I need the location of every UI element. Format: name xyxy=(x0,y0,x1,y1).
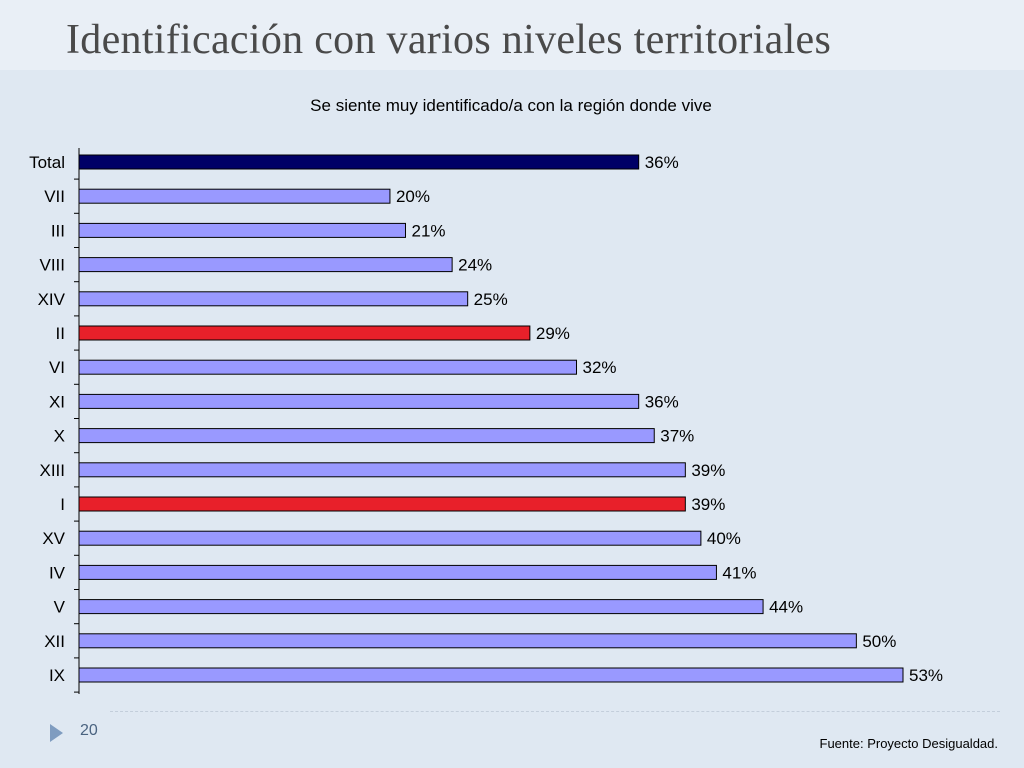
bar-vi xyxy=(78,359,578,375)
value-label: 39% xyxy=(691,461,725,480)
value-label: 41% xyxy=(722,563,756,582)
source-note: Fuente: Proyecto Desigualdad. xyxy=(819,736,999,751)
bar-ix xyxy=(78,667,904,683)
bar-ii xyxy=(78,325,531,341)
category-label: I xyxy=(60,495,65,514)
category-label: V xyxy=(54,598,66,617)
bar-chart: Se siente muy identificado/a con la regi… xyxy=(29,96,943,694)
chart-title: Se siente muy identificado/a con la regi… xyxy=(310,96,712,115)
category-label: IX xyxy=(49,666,65,685)
bar-v xyxy=(78,599,764,615)
category-label: VI xyxy=(49,358,65,377)
value-label: 25% xyxy=(474,290,508,309)
bar-xv xyxy=(78,530,702,546)
footer-divider xyxy=(110,711,1000,712)
bar-xii xyxy=(78,633,857,649)
value-label: 21% xyxy=(411,221,445,240)
category-label: III xyxy=(51,221,65,240)
page-arrow-icon xyxy=(50,724,63,742)
category-label: XIV xyxy=(38,290,66,309)
value-label: 32% xyxy=(583,358,617,377)
category-label: Total xyxy=(29,153,65,172)
value-label: 50% xyxy=(862,632,896,651)
category-label: XV xyxy=(42,529,65,548)
value-label: 29% xyxy=(536,324,570,343)
value-label: 40% xyxy=(707,529,741,548)
bar-viii xyxy=(78,257,453,273)
category-label: VIII xyxy=(39,256,65,275)
category-label: VII xyxy=(44,187,65,206)
category-label: XIII xyxy=(39,461,65,480)
bar-xiv xyxy=(78,291,469,307)
value-label: 53% xyxy=(909,666,943,685)
value-label: 36% xyxy=(645,153,679,172)
bar-total xyxy=(78,154,640,170)
value-label: 36% xyxy=(645,392,679,411)
bar-i xyxy=(78,496,686,512)
value-label: 39% xyxy=(691,495,725,514)
page-number: 20 xyxy=(80,722,98,739)
category-label: II xyxy=(56,324,65,343)
value-label: 37% xyxy=(660,427,694,446)
category-label: XII xyxy=(44,632,65,651)
category-label: IV xyxy=(49,563,66,582)
bar-xi xyxy=(78,393,640,409)
slide-title: Identificación con varios niveles territ… xyxy=(66,17,832,63)
chart-area: Se siente muy identificado/a con la regi… xyxy=(0,80,1024,700)
category-label: X xyxy=(54,427,65,446)
value-label: 24% xyxy=(458,256,492,275)
bar-vii xyxy=(78,188,391,204)
bar-x xyxy=(78,428,655,444)
value-label: 20% xyxy=(396,187,430,206)
bar-xiii xyxy=(78,462,686,478)
value-label: 44% xyxy=(769,598,803,617)
bar-iv xyxy=(78,564,717,580)
title-band xyxy=(0,0,1024,70)
bar-iii xyxy=(78,222,406,238)
category-label: XI xyxy=(49,392,65,411)
